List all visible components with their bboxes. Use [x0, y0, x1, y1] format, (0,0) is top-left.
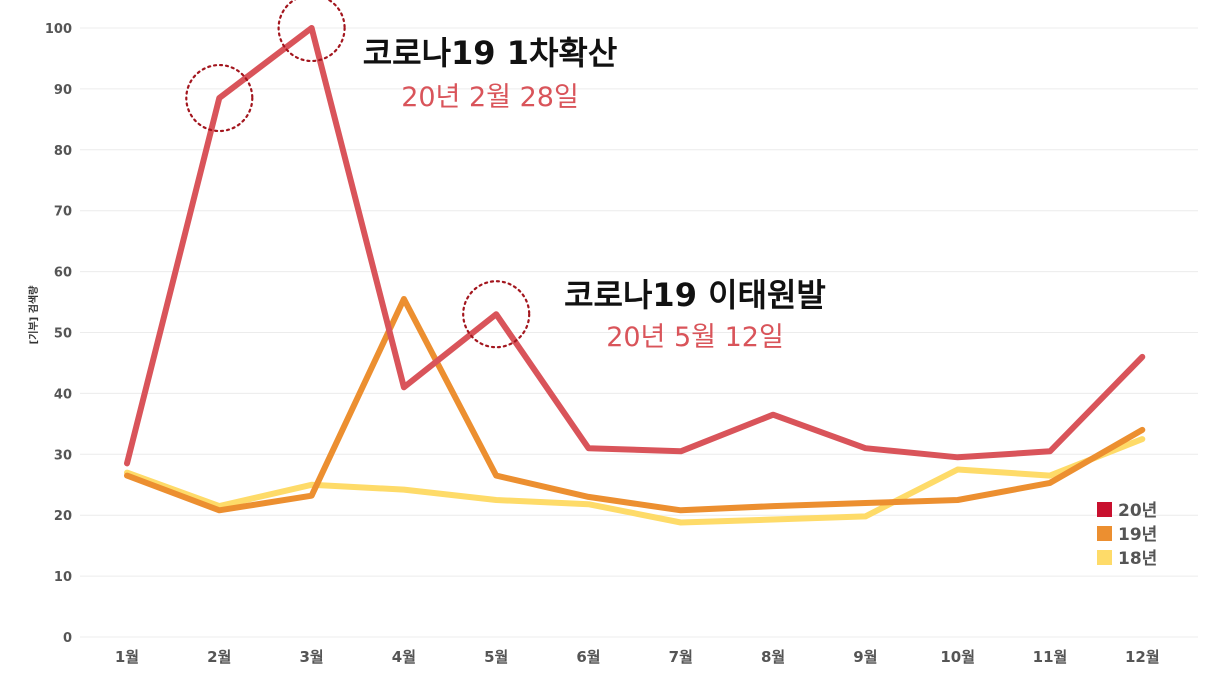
y-axis-label: [기부] 검색량	[27, 285, 40, 344]
annotations: 코로나19 1차확산 20년 2월 28일 코로나19 이태원발 20년 5월 …	[363, 34, 826, 353]
y-tick-label: 40	[54, 387, 72, 402]
y-tick-label: 0	[63, 631, 72, 646]
highlight-circle	[185, 63, 254, 133]
y-tick-label: 10	[54, 570, 72, 585]
x-tick-label: 3월	[299, 648, 323, 666]
y-tick-label: 90	[54, 83, 72, 98]
x-tick-label: 1월	[115, 648, 139, 666]
y-tick-label: 100	[45, 22, 72, 37]
y-tick-label: 60	[54, 266, 72, 281]
legend-swatch	[1097, 526, 1112, 541]
gridlines	[80, 27, 1198, 638]
series-line-20년	[124, 25, 1146, 467]
x-tick-label: 8월	[761, 648, 785, 666]
legend-swatch	[1097, 550, 1112, 565]
x-tick-label: 7월	[669, 648, 693, 666]
annotation-title-first-spread: 코로나19 1차확산	[363, 34, 618, 72]
x-tick-label: 11월	[1033, 648, 1068, 666]
y-tick-label: 30	[54, 448, 72, 463]
series-line-19년	[124, 296, 1146, 514]
annotation-date-itaewon: 20년 5월 12일	[606, 322, 784, 353]
x-tick-label: 10월	[940, 648, 975, 666]
legend: 20년 19년 18년	[1097, 501, 1157, 569]
annotation-date-first-spread: 20년 2월 28일	[401, 82, 579, 113]
y-tick-label: 70	[54, 205, 72, 220]
axes: 0 10 20 30 40 50 60 70 80 90 100 1월 2월 3월 4월 5월 6월 7월 8월 9월…	[45, 22, 1160, 666]
highlight-circle	[462, 280, 531, 349]
x-tick-label: 9월	[853, 648, 877, 666]
x-tick-label: 12월	[1125, 648, 1160, 666]
highlight-circles	[185, 0, 531, 349]
y-tick-label: 20	[54, 509, 72, 524]
annotation-title-itaewon: 코로나19 이태원발	[564, 276, 826, 314]
highlight-circle	[277, 0, 346, 63]
x-tick-label: 6월	[576, 648, 600, 666]
legend-swatch	[1097, 502, 1112, 517]
x-tick-label: 2월	[207, 648, 231, 666]
y-tick-label: 80	[54, 144, 72, 159]
series-line-18년	[124, 436, 1146, 526]
series-lines	[124, 25, 1146, 526]
legend-label: 18년	[1118, 549, 1157, 569]
x-tick-label: 4월	[392, 648, 416, 666]
y-tick-label: 50	[54, 327, 72, 342]
legend-label: 20년	[1118, 501, 1157, 521]
x-tick-label: 5월	[484, 648, 508, 666]
legend-label: 19년	[1118, 525, 1157, 545]
